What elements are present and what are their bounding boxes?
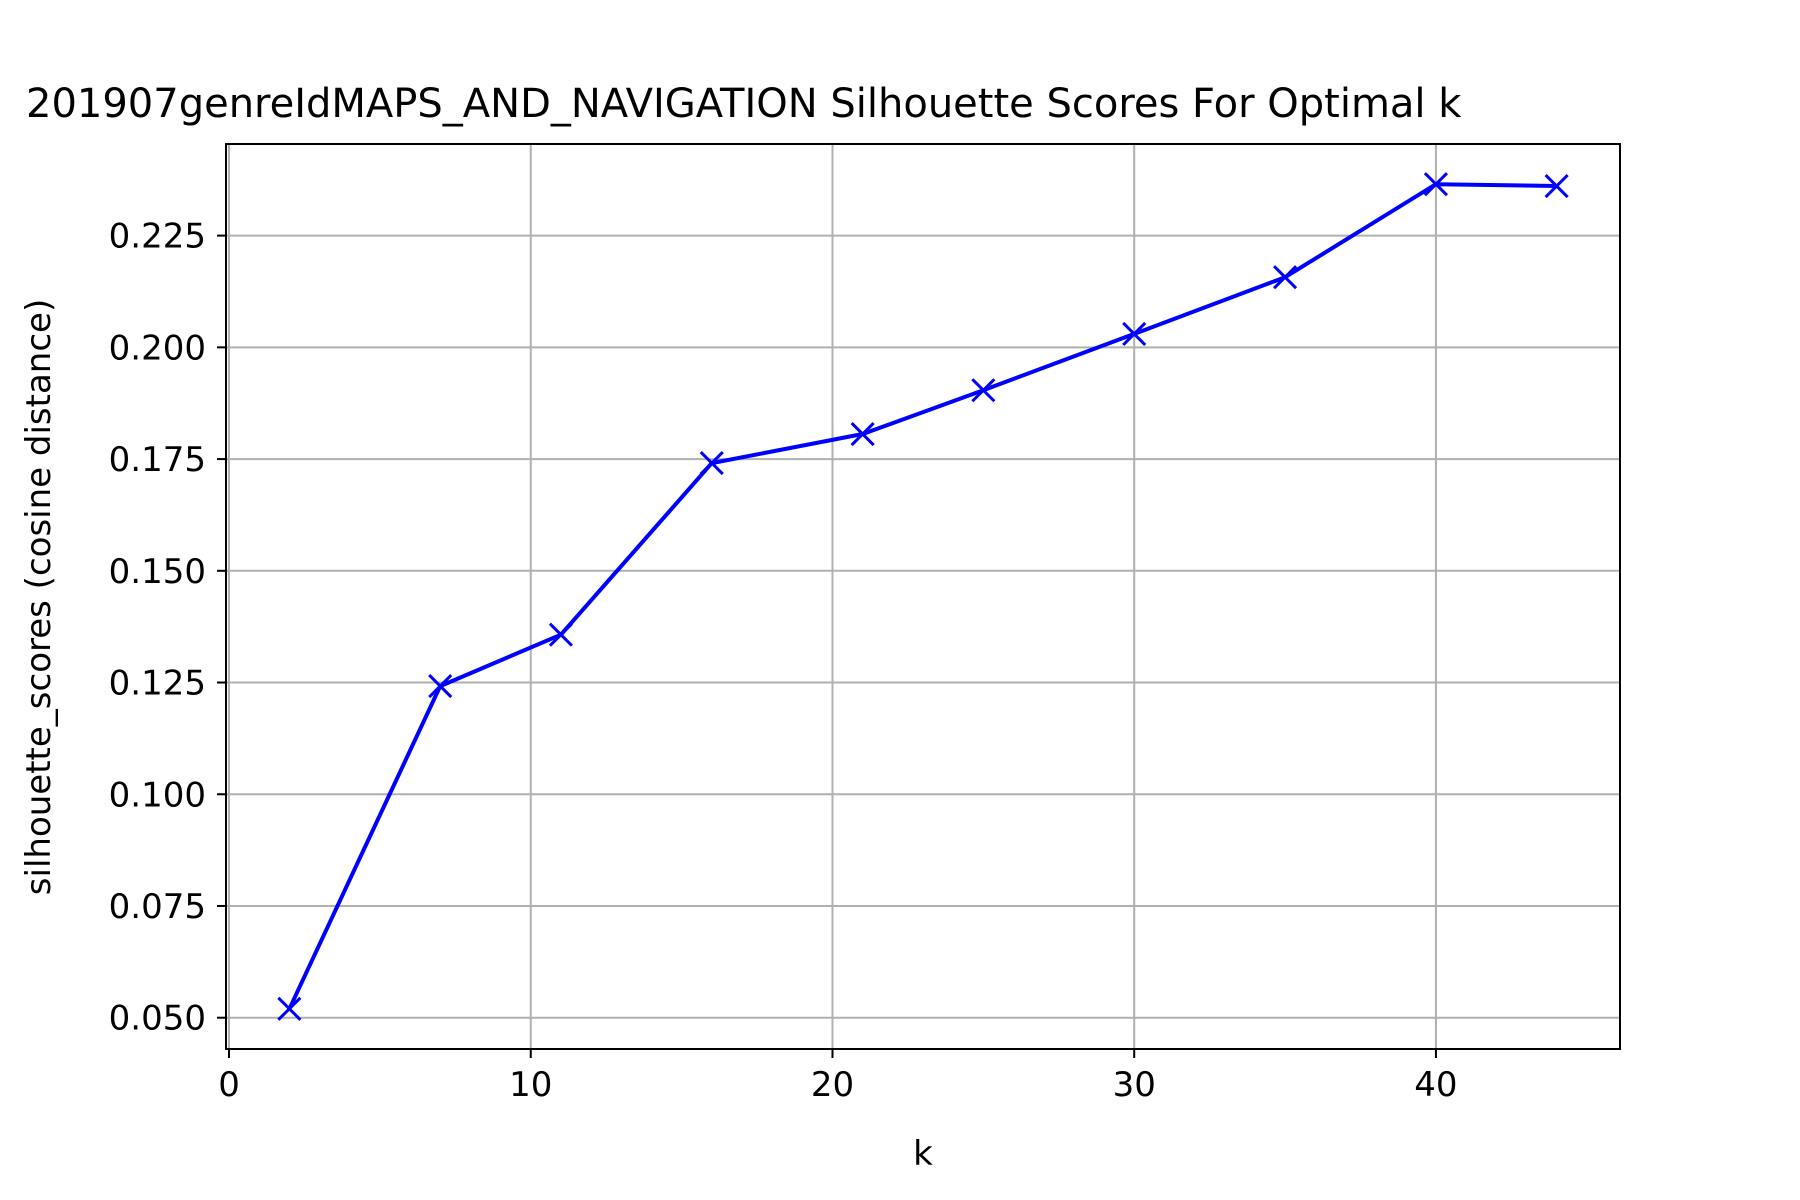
x-tick-label: 40 — [1414, 1065, 1457, 1105]
y-tick-label: 0.050 — [109, 999, 206, 1039]
x-tick-label: 30 — [1113, 1065, 1156, 1105]
data-point-marker — [971, 378, 996, 403]
grid-lines — [226, 144, 1620, 1049]
data-point-marker — [1423, 172, 1449, 197]
x-tick-label: 0 — [218, 1065, 240, 1105]
data-point-marker — [1544, 173, 1569, 199]
x-tick-label: 10 — [509, 1065, 552, 1105]
y-tick-label: 0.100 — [109, 775, 206, 815]
data-point-marker — [1122, 321, 1147, 346]
data-point-marker — [428, 674, 453, 699]
x-tick-label: 20 — [811, 1065, 854, 1105]
y-tick-label: 0.075 — [109, 887, 206, 927]
plot-area-frame — [225, 143, 1621, 1050]
data-point-marker — [699, 451, 724, 476]
data-point-marker — [277, 996, 302, 1021]
y-tick-label: 0.150 — [109, 552, 206, 592]
data-point-marker — [850, 421, 875, 447]
tick-group: 0 10 20 30 40 0.050 0.075 0.100 0.125 0.150 0.175 0… — [109, 217, 1458, 1105]
y-tick-label: 0.125 — [109, 664, 206, 704]
x-axis-label: k — [913, 1134, 933, 1174]
y-axis-label: silhouette_scores (cosine distance) — [19, 299, 59, 895]
data-point-marker — [1273, 265, 1298, 290]
data-point-marker — [548, 622, 573, 647]
y-tick-label: 0.225 — [109, 217, 206, 257]
series-line — [287, 182, 1557, 1010]
y-tick-label: 0.200 — [109, 328, 206, 368]
y-tick-label: 0.175 — [109, 440, 206, 480]
chart-title: 201907genreIdMAPS_AND_NAVIGATION Silhoue… — [26, 81, 1462, 127]
series-group — [277, 172, 1569, 1021]
